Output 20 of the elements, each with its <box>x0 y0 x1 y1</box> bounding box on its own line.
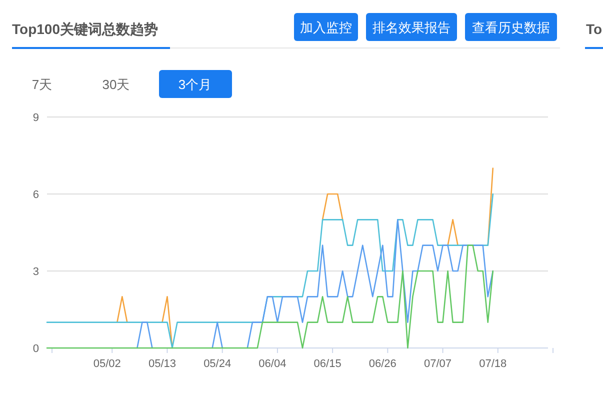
button: 查看历史数据 <box>465 13 557 41</box>
x-tick-label: 06/26 <box>368 358 396 370</box>
x-tick-label: 05/13 <box>148 358 176 370</box>
x-tick-label: 07/07 <box>424 358 452 370</box>
text: To <box>586 21 602 37</box>
chart-title: Top100关键词总数趋势 <box>12 21 158 37</box>
text: 3个月 <box>178 77 212 92</box>
button: 加入监控 <box>294 13 358 41</box>
button: 排名效果报告 <box>366 13 457 41</box>
text: 7天 <box>32 77 52 92</box>
y-tick-label: 0 <box>32 343 39 355</box>
x-tick-label: 06/15 <box>314 358 342 370</box>
x-tick-label: 05/02 <box>93 358 121 370</box>
y-tick-label: 9 <box>32 112 39 124</box>
x-tick-label: 05/24 <box>204 358 232 370</box>
x-tick-label: 06/04 <box>258 358 286 370</box>
y-tick-label: 3 <box>32 266 39 278</box>
x-tick-label: 07/18 <box>479 358 507 370</box>
text: 30天 <box>102 77 130 92</box>
y-tick-label: 6 <box>32 189 39 201</box>
